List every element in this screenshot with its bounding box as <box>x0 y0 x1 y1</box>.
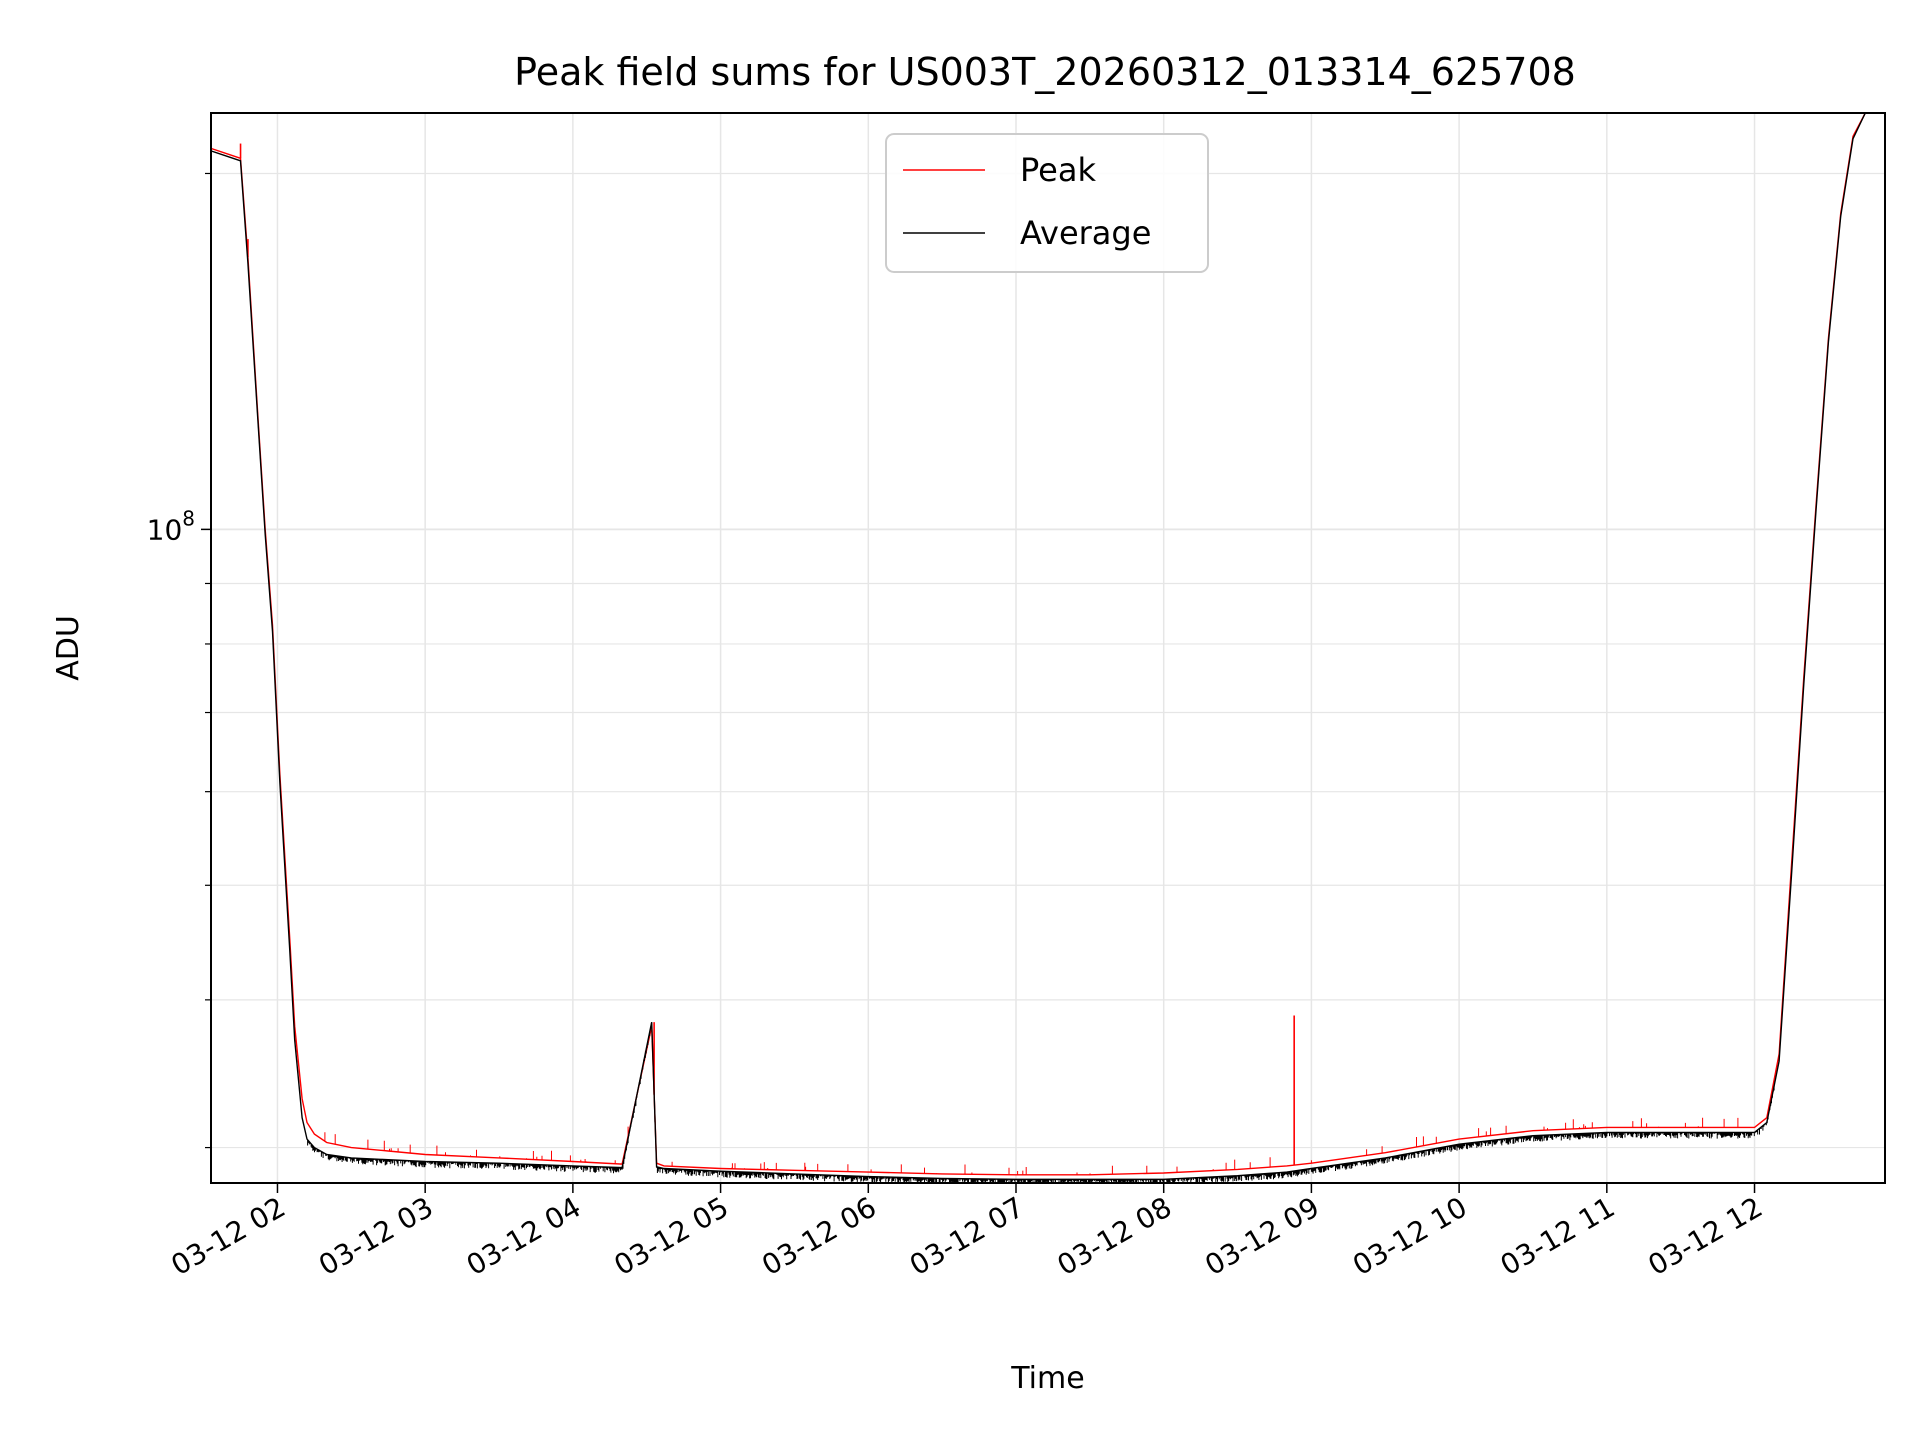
chart-title: Peak field sums for US003T_20260312_0133… <box>514 50 1576 94</box>
legend-label-average: Average <box>1020 214 1151 252</box>
series-average <box>211 113 1885 1183</box>
plot-frame <box>210 112 1886 1184</box>
y-axis-label: ADU <box>51 615 86 681</box>
legend: Peak Average <box>885 133 1209 273</box>
y-tick-label-exponent: 8 <box>182 506 195 530</box>
series-samples-average <box>307 1023 1775 1183</box>
legend-label-peak: Peak <box>1020 151 1096 189</box>
y-axis: 108 <box>147 172 211 1149</box>
x-axis-label: Time <box>1010 1361 1084 1396</box>
grid-layer <box>211 113 1885 1183</box>
y-tick-label: 108 <box>147 506 195 546</box>
legend-box <box>885 133 1209 273</box>
series-layer <box>211 113 1885 1183</box>
y-tick-label-base: 10 <box>147 513 183 546</box>
